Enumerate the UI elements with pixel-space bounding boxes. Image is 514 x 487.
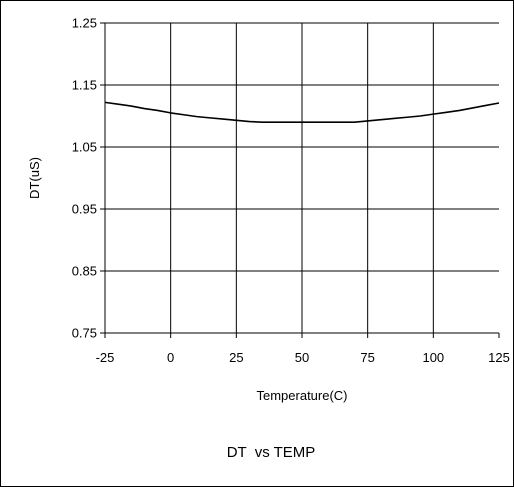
tick-labels: 0.75 0.85 0.95 1.05 1.15 1.25 -25 0 25 50 75 100 125 — [72, 16, 510, 366]
x-axis-title: Temperature(C) — [256, 388, 347, 403]
grid-lines — [105, 22, 499, 333]
series-line-1 — [104, 101, 500, 123]
y-axis-title: DT(uS) — [27, 157, 42, 199]
y-tick-label: 1.15 — [72, 78, 97, 93]
y-tick-label: 1.05 — [72, 140, 97, 155]
series-layer — [104, 101, 500, 123]
y-tick-label: 0.85 — [72, 264, 97, 279]
axes — [100, 22, 500, 338]
x-tick-label: 100 — [422, 350, 444, 365]
x-tick-label: 50 — [295, 350, 309, 365]
y-tick-label: 0.75 — [72, 326, 97, 341]
chart-title: DT vs TEMP — [227, 444, 316, 461]
x-tick-label: 25 — [229, 350, 243, 365]
y-tick-label: 0.95 — [72, 202, 97, 217]
y-tick-label: 1.25 — [72, 16, 97, 31]
x-tick-label: 125 — [488, 350, 510, 365]
x-tick-label: 0 — [167, 350, 174, 365]
x-tick-label: 75 — [360, 350, 374, 365]
x-tick-label: -25 — [96, 350, 115, 365]
